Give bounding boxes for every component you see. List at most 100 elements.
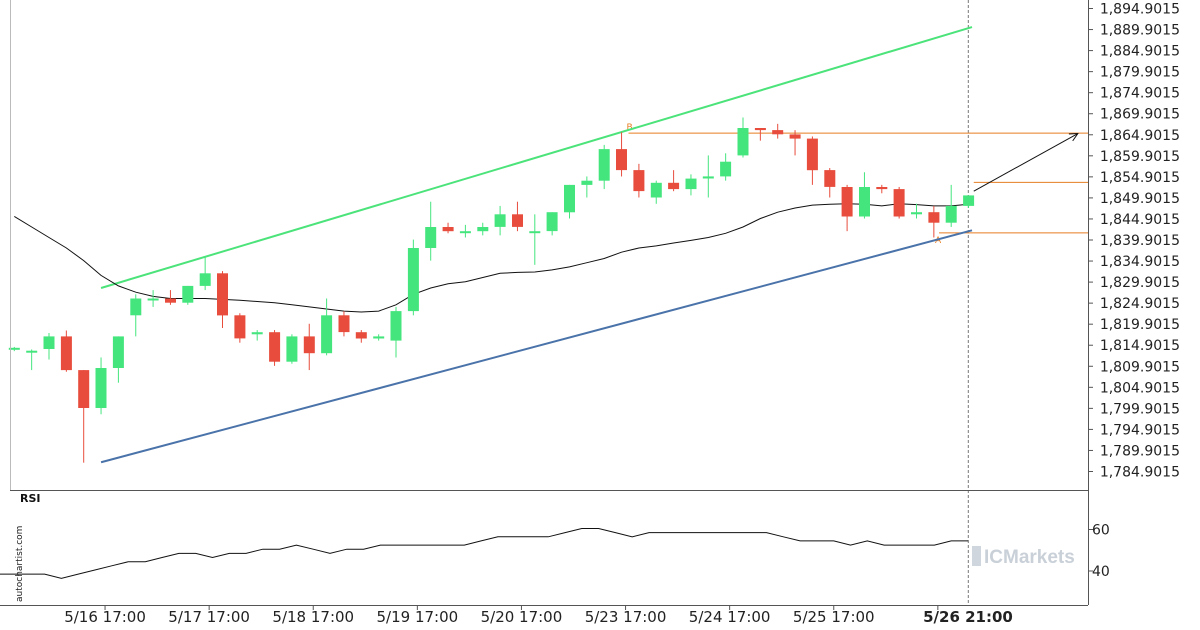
candle-body (616, 149, 627, 171)
candle-body (772, 130, 784, 135)
candle-body (789, 134, 801, 139)
watermark-text: ICMarkets (984, 547, 1075, 568)
candle-body (668, 182, 680, 190)
y-tick-label: 1,874.9015 (1100, 86, 1180, 102)
x-tick-label: 5/17 17:00 (168, 608, 250, 626)
candle (789, 130, 801, 156)
candle-body (286, 336, 298, 362)
candle-body (859, 187, 870, 217)
candle (859, 172, 870, 219)
candle (754, 128, 766, 141)
candle-body (685, 178, 697, 190)
candle (512, 201, 523, 232)
candle (963, 195, 975, 209)
candle (338, 311, 350, 337)
candle (78, 370, 90, 463)
side-brand-text: autochartist.com (15, 526, 25, 602)
candle-body (564, 184, 575, 213)
candle (390, 306, 402, 358)
x-tick-label: 5/20 17:00 (481, 608, 563, 626)
candle-body (355, 332, 367, 339)
candle (581, 176, 593, 198)
candle (477, 222, 489, 236)
candle-body (8, 347, 20, 350)
candle-body (494, 214, 506, 227)
candle (355, 330, 367, 343)
projection-arrow-line (973, 133, 1079, 192)
candle-body (720, 161, 732, 177)
candle-body (477, 227, 489, 232)
candle-body (78, 370, 90, 408)
candle (616, 132, 627, 177)
candle-body (928, 212, 940, 223)
projection-arrow-head (1068, 132, 1079, 142)
x-tick-label: 5/18 17:00 (272, 608, 354, 626)
candle-body (598, 149, 610, 181)
candle-body (407, 248, 419, 312)
candle (720, 153, 732, 181)
y-tick-label: 1,844.9015 (1100, 212, 1180, 228)
rsi-panel (0, 528, 968, 579)
candle-body (546, 212, 558, 232)
candle-body (199, 273, 211, 286)
candle (824, 168, 836, 198)
candle (668, 170, 680, 192)
y-tick-label: 1,824.9015 (1100, 296, 1180, 312)
candle-body (269, 332, 281, 362)
candle-body (512, 214, 523, 227)
candle-body (529, 231, 541, 234)
candle (772, 123, 784, 139)
y-tick-label: 1,859.9015 (1100, 149, 1180, 165)
candle (217, 271, 228, 328)
candle-body (321, 315, 333, 354)
rsi-line (0, 528, 968, 579)
y-tick-label: 1,849.9015 (1100, 191, 1180, 207)
candle-body (754, 128, 766, 131)
y-tick-label: 1,794.9015 (1100, 422, 1180, 438)
candle-body (581, 180, 593, 185)
y-tick-label: 1,869.9015 (1100, 107, 1180, 123)
candle (893, 186, 905, 219)
candle-body (876, 187, 888, 190)
candle (945, 184, 957, 227)
y-tick-label: 1,894.9015 (1100, 2, 1180, 18)
candle (321, 298, 333, 356)
y-tick-label: 1,809.9015 (1100, 359, 1180, 375)
x-tick-label: 5/24 17:00 (689, 608, 771, 626)
y-tick-label: 1,864.9015 (1100, 128, 1180, 144)
y-tick-label: 1,839.9015 (1100, 233, 1180, 249)
candle (928, 205, 940, 238)
candle (806, 136, 818, 185)
y-tick-label: 1,879.9015 (1100, 65, 1180, 81)
candle (147, 290, 159, 307)
watermark: ICMarkets (972, 546, 1075, 568)
y-tick-label: 1,884.9015 (1100, 44, 1180, 60)
candle-body (303, 336, 315, 354)
candle-body (911, 212, 922, 215)
candle (95, 357, 107, 415)
candle-body (945, 205, 957, 223)
candle (633, 163, 645, 198)
candle (494, 205, 506, 236)
candle-body (737, 128, 749, 156)
candle (407, 239, 419, 316)
candle (546, 212, 558, 236)
y-tick-label: 1,799.9015 (1100, 401, 1180, 417)
y-tick-label: 1,814.9015 (1100, 338, 1180, 354)
pattern-label-b: B (626, 123, 632, 133)
candle (564, 184, 575, 219)
candle-body (963, 195, 975, 206)
candle-body (459, 231, 471, 234)
candle-body (390, 311, 402, 341)
rsi-tick-label: 40 (1092, 564, 1110, 580)
candle (841, 184, 853, 232)
candle-body (338, 315, 350, 333)
candle-body (806, 138, 818, 171)
candle-body (217, 273, 228, 316)
candle-body (95, 368, 107, 408)
candle (199, 256, 211, 291)
candle (373, 334, 385, 341)
x-tick-label: 5/23 17:00 (585, 608, 667, 626)
candle (8, 346, 20, 352)
